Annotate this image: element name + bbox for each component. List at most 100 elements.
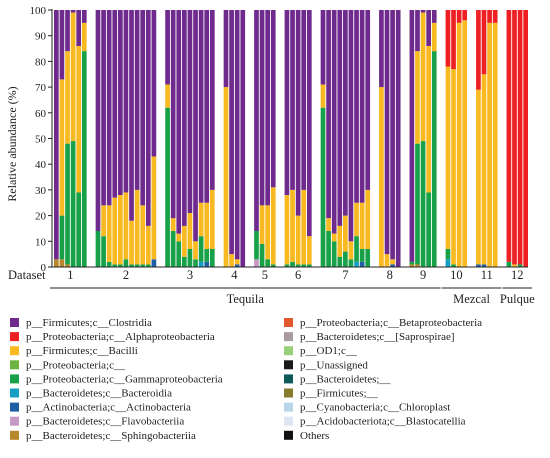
legend-swatch-p-firmicutes-c-bacilli	[10, 346, 19, 356]
bar-segment-9-2-p-bacteroidetes-c-sphingobacteriia	[415, 264, 420, 267]
group-label-mezcal: Mezcal	[453, 292, 490, 306]
bar-segment-7-3-p-firmicutes-c-bacilli	[331, 233, 337, 242]
bar-segment-1-6-p-proteobacteria-c-gammaproteobacteria	[81, 51, 87, 268]
bar-segment-6-1-p-firmicutes-c-bacilli	[284, 195, 290, 265]
bar-segment-3-3-p-firmicutes-c-clostridia	[176, 10, 182, 234]
bar-segment-3-8-p-actinobacteria-c-actinobacteria	[204, 261, 210, 267]
legend-label-p-acidobacteriota-c-blastocatellia: p__Acidobacteriota;c__Blastocatellia	[300, 416, 466, 428]
bar-segment-9-3-p-firmicutes-c-bacilli	[420, 12, 426, 142]
bar-segment-3-5-p-firmicutes-c-bacilli	[187, 213, 193, 250]
bar-segment-1-5-p-firmicutes-c-clostridia	[76, 10, 82, 46]
bar-segment-1-4-p-proteobacteria-c-gammaproteobacteria	[70, 141, 76, 267]
bar-segment-3-4-p-firmicutes-c-clostridia	[182, 10, 187, 226]
legend-swatch-others	[284, 430, 293, 440]
bar-segment-5-1-p-bacteroidetes-c-flavobacteriia	[254, 259, 259, 267]
y-axis-label: Relative abundance (%)	[5, 86, 19, 201]
bar-segment-2-4-p-firmicutes-c-clostridia	[112, 10, 118, 198]
legend-swatch-p-bacteroidetes	[284, 374, 293, 384]
bar-segment-3-2-p-firmicutes-c-clostridia	[170, 10, 176, 219]
bar-segment-1-2-p-firmicutes-c-clostridia	[59, 10, 65, 80]
bar-segment-3-2-p-firmicutes-c-bacilli	[170, 218, 176, 232]
bar-segment-10-1-p-firmicutes-c-bacilli	[445, 66, 451, 250]
bar-segment-8-1-p-firmicutes-c-bacilli	[379, 87, 384, 267]
bar-segment-10-2-p-proteobacteria-c-alphaproteobacteria	[451, 10, 456, 70]
bar-segment-2-4-p-firmicutes-c-bacilli	[112, 197, 118, 265]
legend-label-p-bacteroidetes: p__Bacteroidetes;__	[300, 373, 391, 385]
group-labels-layer: Tequila Mezcal Pulque	[50, 287, 535, 306]
bar-segment-2-9-p-firmicutes-c-clostridia	[140, 10, 146, 206]
bar-segment-2-9-p-firmicutes-c-bacilli	[140, 205, 146, 265]
bar-segment-9-2-p-firmicutes-c-bacilli	[415, 51, 420, 144]
legend-swatch-p-unassigned	[284, 360, 293, 370]
group-label-tequila: Tequila	[227, 292, 265, 306]
legend-label-p-proteobacteria-c-gammaproteobacteria: p__Proteobacteria;c__Gammaproteobacteria	[26, 373, 223, 385]
legend-label-p-bacteroidetes-c-sphingobacteriia: p__Bacteroidetes;c__Sphingobacteriia	[26, 430, 196, 442]
bar-segment-6-5-p-firmicutes-c-clostridia	[306, 10, 312, 237]
bar-segment-7-7-p-firmicutes-c-bacilli	[354, 202, 359, 237]
legend-label-p-proteobacteria-c-betaproteobacteria: p__Proteobacteria;c__Betaproteobacteria	[300, 317, 482, 329]
legend-label-p-actinobacteria-c-actinobacteria: p__Actinobacteria;c__Actinobacteria	[26, 402, 191, 414]
bar-segment-7-3-p-firmicutes-c-clostridia	[331, 10, 337, 234]
bar-segment-3-4-p-firmicutes-c-bacilli	[182, 225, 187, 257]
bar-segment-3-6-p-proteobacteria-c-gammaproteobacteria	[193, 259, 198, 267]
legend-label-p-proteobacteria-c: p__Proteobacteria;c__	[26, 359, 125, 371]
bar-segment-7-2-p-firmicutes-c-bacilli	[326, 218, 331, 232]
bar-segment-1-3-p-firmicutes-c-bacilli	[65, 51, 70, 144]
bar-segment-11-2-p-proteobacteria-c-alphaproteobacteria	[481, 10, 487, 75]
bar-segment-3-3-p-firmicutes-c-bacilli	[176, 233, 182, 242]
bar-segment-6-5-p-firmicutes-c-bacilli	[306, 236, 312, 265]
bar-segment-11-3-p-firmicutes-c-bacilli	[487, 22, 492, 267]
bar-segment-2-3-p-firmicutes-c-bacilli	[106, 205, 112, 262]
legend-label-p-firmicutes-c-bacilli: p__Firmicutes;c__Bacilli	[26, 345, 138, 357]
bar-segment-9-4-p-firmicutes-c-bacilli	[426, 45, 431, 193]
bar-segment-6-4-p-firmicutes-c-bacilli	[301, 189, 307, 265]
bar-segment-12-4-p-proteobacteria-c-alphaproteobacteria	[523, 10, 528, 267]
bar-segment-6-3-p-firmicutes-c-clostridia	[295, 10, 301, 216]
bar-segment-2-10-p-firmicutes-c-clostridia	[145, 10, 151, 226]
bar-segment-5-1-p-proteobacteria-c-gammaproteobacteria	[254, 231, 259, 260]
bar-segment-7-5-p-firmicutes-c-clostridia	[343, 10, 348, 216]
bar-segment-2-11-p-firmicutes-c-clostridia	[151, 10, 157, 157]
legend-label-p-bacteroidetes-c-flavobacteriia: p__Bacteroidetes;c__Flavobacteriia	[26, 416, 184, 428]
bar-segment-11-4-p-proteobacteria-c-alphaproteobacteria	[492, 10, 498, 23]
bar-segment-3-9-p-firmicutes-c-bacilli	[209, 189, 215, 250]
legend-label-p-firmicutes: p__Firmicutes;__	[300, 388, 378, 400]
bar-segment-7-5-p-proteobacteria-c-gammaproteobacteria	[343, 251, 348, 267]
bar-segment-12-3-p-proteobacteria-c-alphaproteobacteria	[517, 10, 523, 265]
legend-label-p-bacteroidetes-c-bacteroidia: p__Bacteroidetes;c__Bacteroidia	[26, 388, 172, 400]
bar-segment-2-2-p-firmicutes-c-bacilli	[101, 205, 106, 237]
bar-segment-7-7-p-firmicutes-c-clostridia	[354, 10, 359, 203]
bar-segment-1-2-p-firmicutes-c-bacilli	[59, 79, 65, 216]
legend-label-others: Others	[300, 430, 329, 442]
bar-segment-3-3-p-proteobacteria-c-gammaproteobacteria	[176, 241, 182, 267]
bar-segment-9-5-p-firmicutes-c-clostridia	[431, 10, 437, 23]
bar-segment-9-2-p-proteobacteria-c-gammaproteobacteria	[415, 143, 420, 265]
bar-segment-11-1-p-proteobacteria-c-alphaproteobacteria	[476, 10, 481, 90]
y-tick-label-20: 20	[35, 211, 47, 223]
legend-label-p-proteobacteria-c-alphaproteobacteria: p__Proteobacteria;c__Alphaproteobacteria	[26, 331, 215, 343]
bar-segment-9-4-p-firmicutes-c-clostridia	[426, 10, 431, 46]
bar-segment-1-4-p-firmicutes-c-bacilli	[70, 12, 76, 142]
bar-segment-7-1-p-proteobacteria-c-gammaproteobacteria	[320, 107, 326, 267]
bar-segment-11-1-p-firmicutes-c-bacilli	[476, 89, 481, 265]
bar-segment-1-3-p-bacteroidetes-c-sphingobacteriia	[65, 264, 70, 267]
legend-swatch-p-firmicutes-c-clostridia	[10, 318, 19, 327]
bar-segment-1-3-p-firmicutes-c-clostridia	[65, 10, 70, 52]
bar-segment-5-4-p-proteobacteria-c-gammaproteobacteria	[270, 264, 276, 267]
bar-segment-8-3-p-firmicutes-c-clostridia	[390, 10, 395, 260]
bar-segment-10-1-p-bacteroidetes-c-bacteroidia	[445, 259, 451, 267]
bar-segment-3-7-p-proteobacteria-c-gammaproteobacteria	[198, 236, 204, 262]
legend-swatch-p-proteobacteria-c	[10, 360, 19, 370]
bar-segment-3-4-p-proteobacteria-c-gammaproteobacteria	[182, 256, 187, 267]
bar-segment-2-10-p-proteobacteria-c-gammaproteobacteria	[145, 264, 151, 267]
bar-segment-5-2-p-proteobacteria-c-gammaproteobacteria	[259, 243, 265, 267]
bar-segment-8-3-p-actinobacteria-c-actinobacteria	[390, 264, 395, 267]
legend-swatch-p-proteobacteria-c-gammaproteobacteria	[10, 374, 19, 384]
dataset-label-1: 1	[67, 268, 73, 282]
bar-segment-9-1-p-firmicutes-c-clostridia	[409, 10, 415, 262]
bar-segment-10-2-p-firmicutes-c-bacilli	[451, 69, 456, 265]
bar-segment-2-1-p-firmicutes-c-clostridia	[95, 10, 101, 232]
y-tick-label-0: 0	[41, 262, 47, 274]
